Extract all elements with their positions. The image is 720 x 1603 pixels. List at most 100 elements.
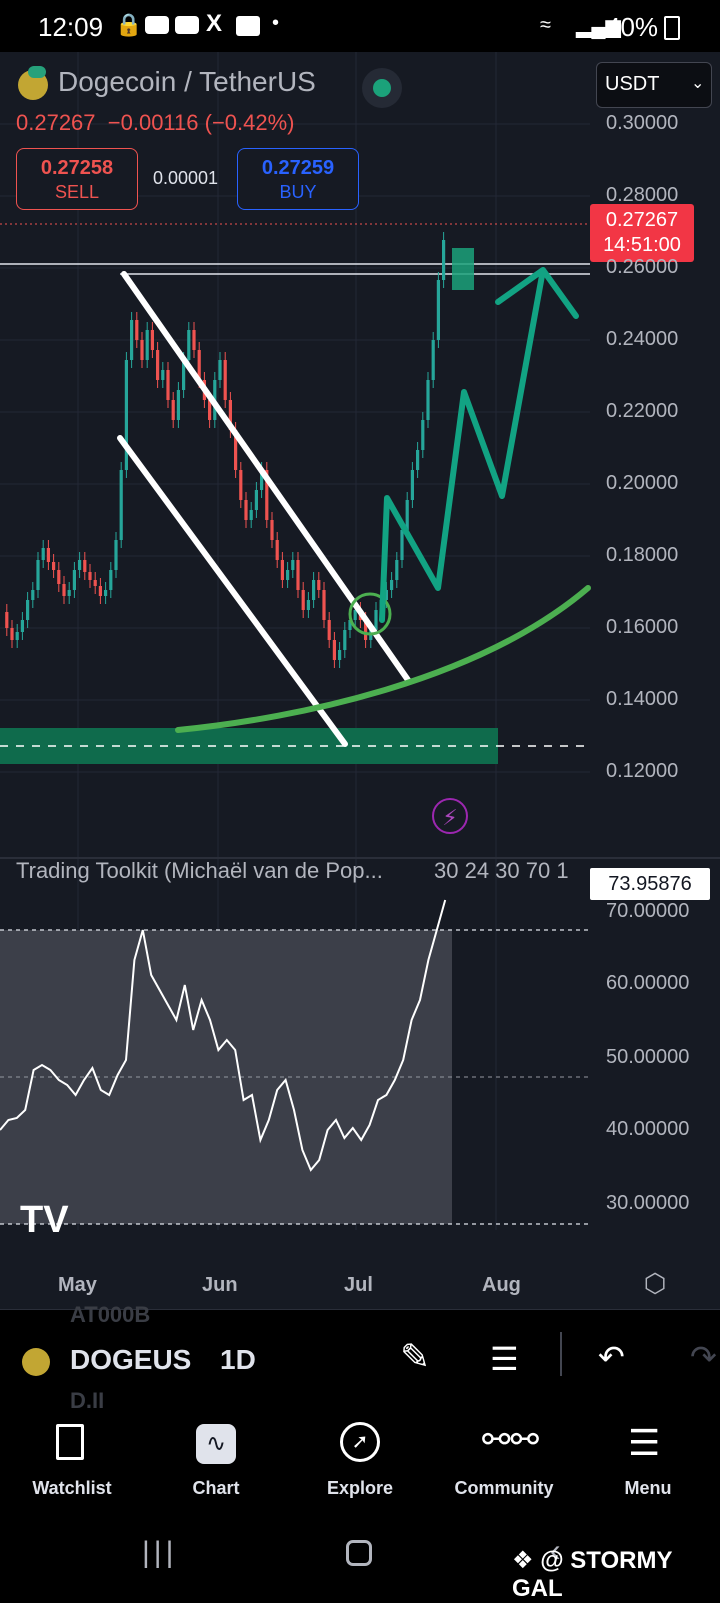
- pencil-icon[interactable]: ✎: [400, 1336, 431, 1377]
- sell-button[interactable]: 0.27258 SELL: [16, 148, 138, 210]
- last-price-tag: 0.27267 14:51:00: [590, 204, 694, 262]
- watchlist-icon: [56, 1424, 84, 1460]
- candle: [343, 630, 347, 650]
- watermark-logo-icon: ❖: [512, 1547, 534, 1574]
- candle: [62, 584, 66, 596]
- buy-price: 0.27259: [261, 157, 335, 179]
- tab-menu[interactable]: ☰ Menu: [576, 1410, 720, 1516]
- watermark-text: @ STORMY GAL: [512, 1547, 673, 1602]
- sell-price: 0.27258: [40, 157, 114, 179]
- sliders-icon[interactable]: ☰: [490, 1341, 519, 1377]
- lightning-icon[interactable]: ⚡: [432, 798, 468, 834]
- candle: [374, 610, 378, 630]
- candle: [78, 560, 82, 570]
- indicator-value-tag: 73.95876: [590, 868, 710, 900]
- recents-icon[interactable]: |||: [142, 1536, 178, 1569]
- candle: [5, 612, 9, 628]
- candle: [410, 470, 414, 500]
- channel-upper-line: [121, 271, 411, 683]
- candle: [286, 570, 290, 580]
- chevron-down-icon: ⌄: [691, 75, 705, 92]
- candle: [41, 548, 45, 560]
- candle: [291, 560, 295, 570]
- sell-label: SELL: [54, 182, 100, 202]
- candle: [197, 350, 201, 380]
- price-axis-label: 0.22000: [606, 400, 679, 422]
- time-axis-label: May: [58, 1274, 97, 1296]
- candle: [83, 560, 87, 572]
- candle: [436, 280, 440, 340]
- price-axis-label: 0.30000: [606, 112, 679, 134]
- candle: [182, 360, 186, 390]
- rsi-axis-label: 30.00000: [606, 1192, 690, 1214]
- candle: [426, 380, 430, 420]
- tab-chart[interactable]: ∿ Chart: [144, 1410, 288, 1516]
- spread-value: 0.00001: [153, 168, 219, 188]
- chart-canvas[interactable]: TV: [0, 52, 720, 1310]
- candle: [15, 632, 19, 640]
- candle: [296, 560, 300, 590]
- status-bar: 12:09 🔒 X • ≈ ▂▄▆ 40%: [0, 0, 720, 52]
- tab-community[interactable]: ⚯⚯ Community: [432, 1410, 576, 1516]
- compass-icon: ➚: [340, 1422, 380, 1462]
- ticker-symbol[interactable]: DOGEUS: [70, 1344, 192, 1375]
- youtube-icon: [145, 16, 169, 34]
- chart-icon: ∿: [196, 1424, 236, 1464]
- candle: [431, 340, 435, 380]
- settings-hex-icon[interactable]: ⬡: [643, 1268, 667, 1298]
- candle: [244, 500, 248, 520]
- candle: [421, 420, 425, 450]
- candle: [156, 350, 160, 380]
- candle: [10, 628, 14, 640]
- candle: [395, 560, 399, 580]
- candle: [384, 590, 388, 600]
- time-axis-label: Aug: [482, 1274, 521, 1296]
- back-icon[interactable]: ‹: [550, 1532, 561, 1568]
- candle: [312, 580, 316, 600]
- tab-watchlist[interactable]: Watchlist: [0, 1410, 144, 1516]
- tab-explore[interactable]: ➚ Explore: [288, 1410, 432, 1516]
- candle: [130, 320, 134, 360]
- price-tag-value: 0.27267: [605, 209, 679, 231]
- tv-logo-watermark: TV: [20, 1199, 69, 1241]
- symbol-title[interactable]: Dogecoin / TetherUS: [58, 66, 316, 97]
- buy-button[interactable]: 0.27259 BUY: [237, 148, 359, 210]
- candles: [5, 232, 446, 668]
- candle: [270, 520, 274, 540]
- rsi-axis-label: 70.00000: [606, 900, 690, 922]
- chart-area[interactable]: TV Dogecoin / TetherUS USDT ⌄ 0.27267 −0…: [0, 52, 720, 1310]
- ghost-text-bottom: D.II: [70, 1388, 105, 1413]
- candle: [171, 400, 175, 420]
- market-status-button[interactable]: [362, 68, 402, 108]
- indicator-title[interactable]: Trading Toolkit (Michaël van de Pop...: [16, 858, 383, 883]
- home-icon[interactable]: [346, 1540, 372, 1566]
- candle: [254, 490, 258, 510]
- candle: [327, 620, 331, 640]
- candle: [260, 470, 264, 490]
- battery-text: 40%: [606, 12, 659, 42]
- candle: [228, 400, 232, 430]
- redo-icon[interactable]: ↷: [690, 1339, 717, 1375]
- candle: [52, 562, 56, 570]
- candle: [98, 586, 102, 596]
- candle: [72, 570, 76, 590]
- price-tag-countdown: 14:51:00: [603, 234, 681, 256]
- candle: [317, 580, 321, 590]
- rsi-line: [0, 899, 447, 1172]
- candle: [161, 370, 165, 380]
- candle: [218, 360, 222, 380]
- candle: [67, 590, 71, 596]
- interval-button[interactable]: 1D: [220, 1344, 256, 1375]
- clock: 12:09: [38, 12, 104, 42]
- lock-icon: 🔒: [115, 12, 143, 37]
- candle: [223, 360, 227, 400]
- rsi-axis-label: 50.00000: [606, 1046, 690, 1068]
- candle: [280, 560, 284, 580]
- candle: [306, 600, 310, 610]
- currency-select[interactable]: USDT ⌄: [596, 62, 712, 108]
- undo-icon[interactable]: ↶: [598, 1339, 625, 1375]
- candle: [353, 610, 357, 620]
- candle: [322, 590, 326, 620]
- candle: [364, 620, 368, 640]
- wifi-icon: ≈: [540, 14, 551, 36]
